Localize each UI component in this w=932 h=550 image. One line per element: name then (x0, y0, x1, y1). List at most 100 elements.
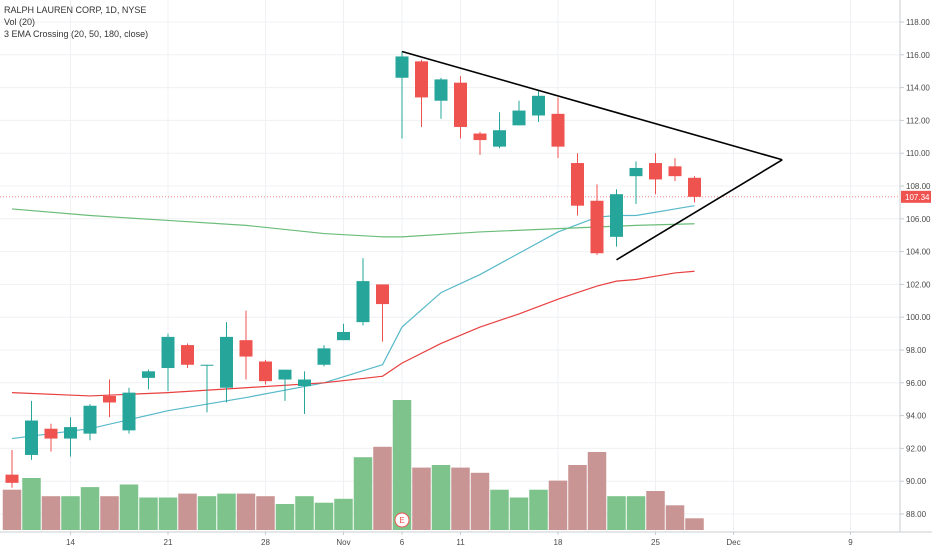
candle (688, 176, 701, 203)
volume-bar (646, 491, 665, 530)
candle-body (122, 392, 136, 431)
candle (83, 404, 97, 441)
ema-line (11, 208, 695, 238)
candle (25, 400, 38, 460)
candle-body (337, 331, 350, 341)
volume-bar (412, 467, 431, 530)
candle (512, 100, 526, 126)
price-tick-label: 90.00 (906, 477, 927, 486)
volume-bar (80, 487, 100, 530)
price-tick-label: 106.00 (906, 215, 931, 224)
volume-bar (548, 480, 568, 530)
volume-bar (256, 496, 275, 530)
price-tick-label: 118.00 (906, 18, 930, 27)
last-price-label: 107.34 (905, 193, 930, 202)
volume-bar (568, 465, 587, 530)
time-axis-background (0, 532, 932, 550)
ema-line (11, 205, 695, 440)
price-tick-label: 96.00 (906, 379, 927, 388)
candle-body (415, 61, 428, 98)
candle (142, 369, 155, 390)
candle (317, 345, 331, 367)
candle-body (278, 369, 292, 380)
candle-body (590, 200, 604, 254)
symbol-title: RALPH LAUREN CORP, 1D, NYSE (4, 5, 147, 15)
volume-bar (314, 502, 334, 530)
candle-body (161, 336, 175, 369)
price-tick-label: 92.00 (906, 444, 927, 453)
candle (161, 333, 175, 391)
volume-bar (61, 496, 80, 530)
volume-bar (529, 489, 548, 530)
candle-body (25, 420, 38, 455)
candle (337, 323, 350, 341)
candle (395, 51, 409, 139)
candle-body (551, 113, 565, 147)
price-tick-label: 102.00 (906, 280, 931, 289)
candle (356, 258, 370, 326)
candle (551, 97, 565, 159)
candle (532, 90, 545, 123)
candle (44, 423, 58, 452)
volume-bar (334, 498, 353, 530)
volume-bar (490, 489, 509, 530)
candle-body (649, 163, 662, 180)
ema-line (11, 270, 695, 397)
volume-bar (685, 518, 704, 530)
volume-bar (158, 497, 178, 530)
volume-bar (22, 478, 41, 530)
candle-body (259, 361, 272, 382)
price-tick-label: 114.00 (906, 84, 930, 93)
price-tick-label: 104.00 (906, 248, 931, 257)
candle-body (395, 56, 409, 78)
candle-body (239, 340, 253, 357)
candle-body (454, 82, 467, 127)
candle (278, 369, 292, 401)
candle (668, 158, 682, 182)
volume-bar (100, 496, 119, 530)
candle-body (181, 345, 194, 365)
candle-body (376, 284, 389, 305)
volume-bar (41, 496, 61, 530)
volume-bar (451, 467, 470, 530)
trendline (401, 50, 783, 161)
candle (649, 153, 662, 195)
time-tick-label: 28 (261, 538, 270, 547)
candle-body (220, 336, 233, 388)
volume-bar (373, 446, 392, 530)
volume-bar (392, 400, 412, 530)
price-tick-label: 116.00 (906, 51, 930, 60)
candle (181, 343, 194, 369)
last-price-badge-bg (901, 190, 931, 203)
time-tick-label: 11 (456, 538, 465, 547)
volume-label: Vol (20) (4, 17, 36, 27)
time-tick-label: 25 (651, 538, 660, 547)
candle-body (629, 167, 643, 177)
price-axis: 88.00 90.00 92.00 94.00 96.00 98.00 100.00 102.… (899, 0, 932, 550)
candle-body (571, 163, 584, 206)
ema-lines (11, 205, 695, 440)
candle (64, 417, 77, 457)
price-tick-label: 110.00 (906, 149, 930, 158)
candle (122, 387, 136, 434)
candle-body (512, 110, 526, 126)
volume-bar (431, 465, 451, 530)
time-axis: 14 21 28 Nov 6 11 18 25 Dec 9 (0, 531, 932, 550)
candle-body (356, 281, 370, 323)
candles (5, 51, 701, 488)
trendlines (401, 50, 783, 261)
candle-body (532, 95, 545, 116)
price-tick-label: 100.00 (906, 313, 931, 322)
candle-body (610, 194, 623, 237)
candle (610, 189, 623, 247)
price-axis-background (900, 0, 932, 550)
earnings-marker (394, 512, 410, 528)
volume-bar (197, 496, 217, 530)
price-tick-label: 88.00 (906, 510, 927, 519)
candle (200, 364, 214, 413)
price-tick-label: 112.00 (906, 116, 930, 125)
candle (590, 184, 604, 255)
candle-body (83, 405, 97, 434)
